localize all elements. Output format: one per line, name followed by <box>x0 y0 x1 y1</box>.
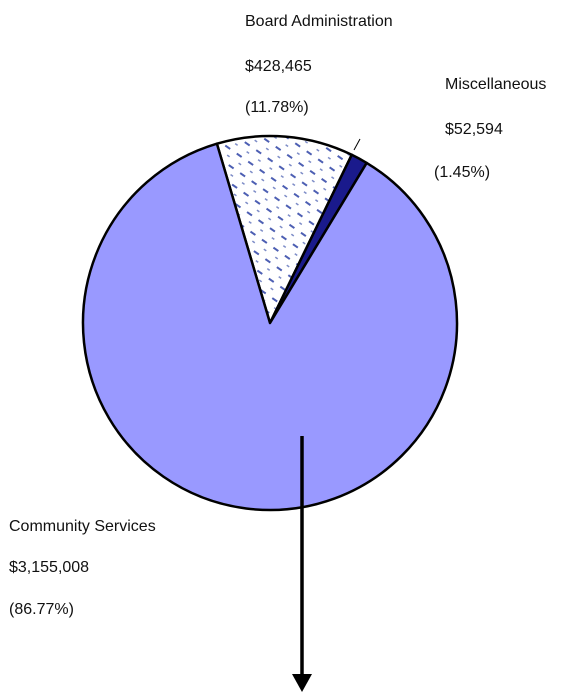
label-miscellaneous-value: $52,594 <box>445 121 503 138</box>
label-board-administration-name: Board Administration <box>245 13 393 30</box>
label-community-services-percent: (86.77%) <box>9 601 74 618</box>
label-community-services-value: $3,155,008 <box>9 559 89 576</box>
pie-slice-community-services <box>81 142 459 512</box>
pie-slices <box>81 134 459 512</box>
miscellaneous-leader-line <box>353 138 361 151</box>
label-board-administration-percent: (11.78%) <box>245 99 309 116</box>
label-community-services-name: Community Services <box>9 518 156 535</box>
label-miscellaneous-percent: (1.45%) <box>434 164 490 181</box>
callout-arrow <box>292 436 312 692</box>
label-miscellaneous-name: Miscellaneous <box>445 76 546 93</box>
label-board-administration-value: $428,465 <box>245 58 312 75</box>
pie-slice-board-administration <box>215 134 353 325</box>
callout-arrow-head <box>292 674 312 692</box>
